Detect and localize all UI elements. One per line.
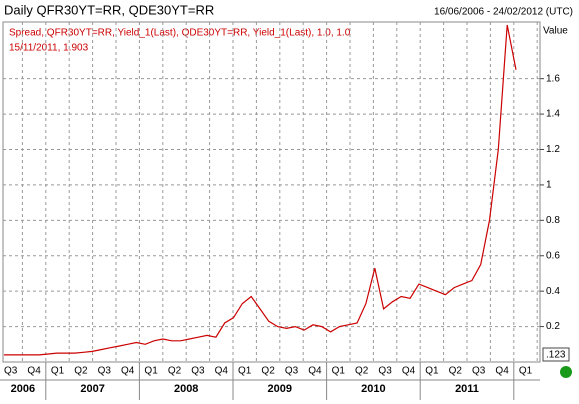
date-range: 16/06/2006 - 24/02/2012 (UTC) bbox=[434, 7, 573, 18]
x-tick-label: Q2 bbox=[449, 366, 463, 377]
x-tick-label: Q1 bbox=[51, 366, 65, 377]
x-tick-label: Q2 bbox=[355, 366, 369, 377]
cursor-text: 15/11/2011, 1.903 bbox=[9, 43, 89, 54]
legend-text: Spread, QFR30YT=RR, Yield_1(Last), QDE30… bbox=[9, 28, 351, 39]
x-tick-label: Q3 bbox=[191, 366, 205, 377]
x-tick-label: Q1 bbox=[238, 366, 252, 377]
x-tick-label: Q2 bbox=[168, 366, 182, 377]
y-axis-label: Value bbox=[543, 26, 568, 37]
x-tick-label: Q4 bbox=[495, 366, 509, 377]
x-tick-label: Q1 bbox=[332, 366, 346, 377]
x-tick-label: Q3 bbox=[285, 366, 299, 377]
x-tick-label: Q4 bbox=[402, 366, 416, 377]
plot-frame bbox=[2, 21, 541, 363]
x-tick-label: Q3 bbox=[472, 366, 486, 377]
x-tick-label: Q3 bbox=[378, 366, 392, 377]
x-tick-label: Q4 bbox=[27, 366, 41, 377]
x-tick-label: Q2 bbox=[74, 366, 88, 377]
y-tick-label: 1.6 bbox=[546, 73, 560, 84]
year-label: 2007 bbox=[80, 383, 104, 395]
chart-title: Daily QFR30YT=RR, QDE30YT=RR bbox=[4, 2, 214, 17]
y-tick-label: 0.8 bbox=[546, 215, 560, 226]
x-tick-label: Q3 bbox=[4, 366, 18, 377]
x-tick-label: Q1 bbox=[144, 366, 158, 377]
year-label: 2011 bbox=[455, 383, 479, 395]
x-tick-label: Q4 bbox=[215, 366, 229, 377]
status-indicator bbox=[560, 366, 572, 378]
last-value-label: .123 bbox=[546, 350, 566, 361]
x-tick-label: Q3 bbox=[98, 366, 112, 377]
x-tick-label: Q2 bbox=[261, 366, 275, 377]
x-tick-label: Q1 bbox=[425, 366, 439, 377]
series-line bbox=[4, 24, 517, 356]
year-label: 2008 bbox=[174, 383, 198, 395]
year-label: 2006 bbox=[11, 383, 35, 395]
x-tick-label: Q4 bbox=[121, 366, 135, 377]
y-tick-label: 1.2 bbox=[546, 144, 560, 155]
x-tick-label: Q4 bbox=[308, 366, 322, 377]
year-label: 2009 bbox=[268, 383, 292, 395]
year-label: 2010 bbox=[361, 383, 385, 395]
y-tick-label: 0.4 bbox=[546, 286, 560, 297]
x-tick-label: Q1 bbox=[519, 366, 533, 377]
y-tick-label: 0.6 bbox=[546, 250, 560, 261]
last-value-box bbox=[542, 347, 570, 362]
y-tick-label: 1 bbox=[546, 180, 552, 191]
y-tick-label: 1.4 bbox=[546, 109, 560, 120]
y-tick-label: 0.2 bbox=[546, 321, 560, 332]
